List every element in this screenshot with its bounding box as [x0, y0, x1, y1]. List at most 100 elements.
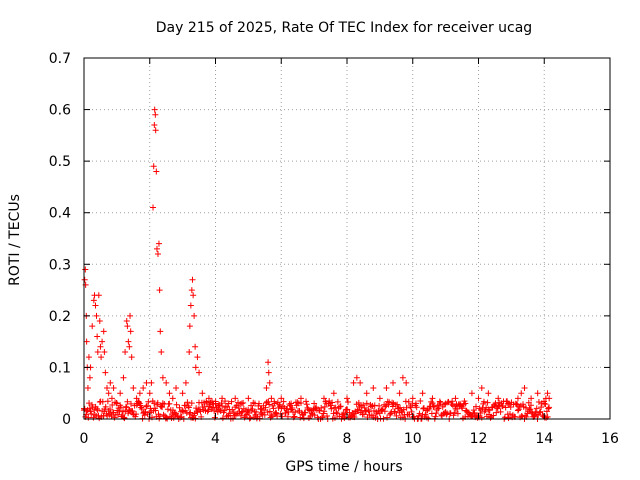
data-point [128, 354, 135, 361]
data-point [505, 414, 512, 421]
data-point [429, 395, 436, 402]
data-point [352, 410, 359, 417]
data-point [485, 390, 492, 397]
data-point [166, 390, 173, 397]
data-point [430, 403, 437, 410]
data-point [468, 390, 475, 397]
data-point [376, 395, 383, 402]
data-point [258, 410, 265, 417]
data-point [141, 409, 148, 416]
data-point [143, 402, 150, 409]
data-point [203, 398, 210, 405]
data-point [470, 411, 477, 418]
data-point [258, 405, 265, 412]
data-point [535, 398, 542, 405]
data-point [324, 412, 331, 419]
data-point [289, 404, 296, 411]
data-point [431, 403, 438, 410]
data-point [459, 405, 466, 412]
chart-title: Day 215 of 2025, Rate Of TEC Index for r… [156, 20, 532, 36]
data-point [321, 403, 328, 410]
data-point [540, 413, 547, 420]
data-point [99, 398, 106, 405]
data-point [182, 379, 189, 386]
data-point [94, 333, 101, 340]
data-point [356, 403, 363, 410]
data-point [197, 408, 204, 415]
data-point [528, 409, 535, 416]
data-point [273, 410, 280, 417]
data-point [170, 414, 177, 421]
data-point [128, 400, 135, 407]
data-point [221, 407, 228, 414]
data-point [384, 398, 391, 405]
data-point [160, 411, 167, 418]
data-point [117, 390, 124, 397]
data-point [190, 292, 197, 299]
data-point [152, 111, 159, 118]
data-point [265, 398, 272, 405]
data-point [546, 404, 553, 411]
data-point [490, 412, 497, 419]
data-point [148, 379, 155, 386]
data-point [318, 404, 325, 411]
data-point [108, 395, 115, 402]
data-point [443, 411, 450, 418]
data-point [232, 404, 239, 411]
data-point [373, 410, 380, 417]
data-point [288, 400, 295, 407]
data-point [146, 390, 153, 397]
data-point [229, 415, 236, 422]
data-point [271, 400, 278, 407]
y-tick-label: 0.2 [49, 309, 71, 325]
data-point [86, 405, 93, 412]
data-point [397, 404, 404, 411]
data-point [499, 403, 506, 410]
data-point [435, 405, 442, 412]
data-point [534, 390, 541, 397]
data-point [227, 410, 234, 417]
data-point [85, 414, 92, 421]
data-point [82, 266, 89, 273]
data-point [120, 374, 127, 381]
data-point [262, 404, 269, 411]
data-point [83, 338, 90, 345]
data-point [189, 276, 196, 283]
data-point [124, 398, 131, 405]
data-point [391, 409, 398, 416]
data-point [292, 409, 299, 416]
x-tick-label: 10 [404, 431, 422, 447]
data-point [409, 395, 416, 402]
data-point [88, 410, 95, 417]
data-point [433, 406, 440, 413]
data-point [141, 412, 148, 419]
data-point [341, 414, 348, 421]
data-point [212, 400, 219, 407]
data-point [123, 404, 130, 411]
data-point [102, 403, 109, 410]
data-point [265, 369, 272, 376]
data-point [328, 405, 335, 412]
data-point [300, 415, 307, 422]
data-point [240, 399, 247, 406]
data-point [94, 405, 101, 412]
data-point [417, 397, 424, 404]
data-point [419, 390, 426, 397]
data-point [108, 413, 115, 420]
data-point [284, 405, 291, 412]
data-point [113, 400, 120, 407]
data-point [408, 408, 415, 415]
data-point [185, 404, 192, 411]
data-point [135, 399, 142, 406]
data-point [326, 398, 333, 405]
y-tick-labels: 0 0.1 0.2 0.3 0.4 0.5 0.6 0.7 [49, 51, 71, 428]
data-point [303, 401, 310, 408]
data-point [245, 406, 252, 413]
data-point [276, 401, 283, 408]
data-point [92, 302, 99, 309]
data-point [187, 409, 194, 416]
data-point [239, 408, 246, 415]
data-point [205, 395, 212, 402]
x-tick-label: 0 [80, 431, 89, 447]
